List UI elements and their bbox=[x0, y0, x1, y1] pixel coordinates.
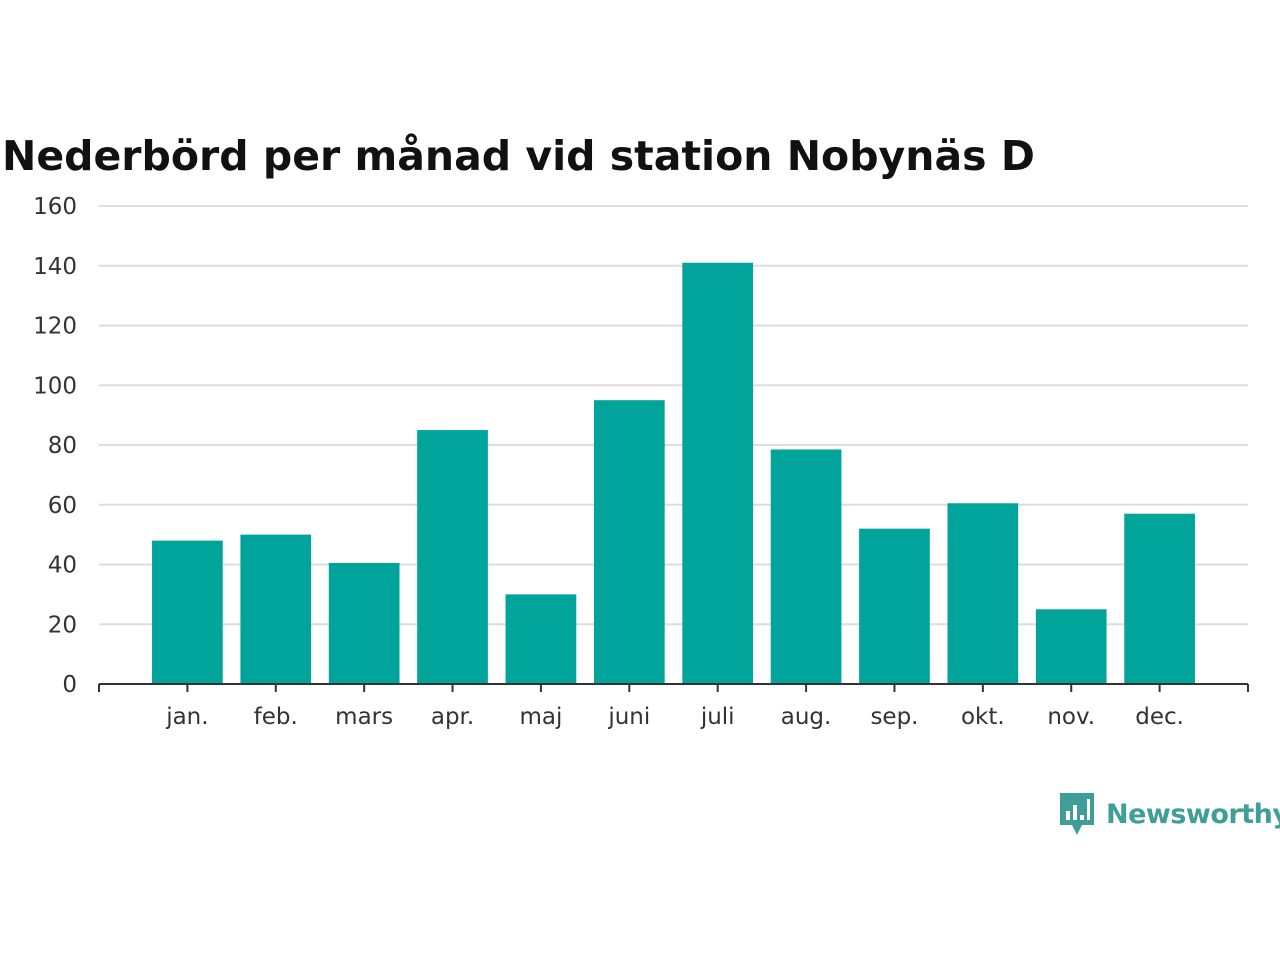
bar bbox=[240, 534, 312, 684]
y-tick-label: 20 bbox=[48, 612, 77, 638]
bar bbox=[505, 594, 577, 684]
brand-logo: Newsworthy bbox=[1058, 790, 1280, 838]
x-tick-label: nov. bbox=[1047, 704, 1095, 730]
bar bbox=[1124, 513, 1195, 684]
bar bbox=[859, 528, 930, 684]
y-tick-labels: 0 20 40 60 80 100 120 140 160 bbox=[33, 194, 77, 698]
x-tick-label: mars bbox=[335, 704, 393, 730]
y-tick-label: 60 bbox=[48, 493, 77, 519]
bar bbox=[328, 563, 400, 684]
x-tick-label: aug. bbox=[781, 704, 832, 730]
x-tick-label: maj bbox=[519, 704, 562, 730]
newsworthy-logo-icon bbox=[1060, 793, 1094, 835]
y-tick-label: 160 bbox=[33, 194, 77, 220]
bar bbox=[682, 262, 754, 684]
x-tick-label: feb. bbox=[254, 704, 298, 730]
y-tick-label: 120 bbox=[33, 314, 77, 340]
bar bbox=[152, 540, 223, 684]
x-tick-label: dec. bbox=[1135, 704, 1184, 730]
bars bbox=[152, 262, 1195, 684]
y-tick-label: 80 bbox=[48, 433, 77, 459]
x-axis bbox=[98, 683, 1249, 692]
y-tick-label: 40 bbox=[48, 553, 77, 579]
bar bbox=[770, 449, 842, 684]
brand-name: Newsworthy bbox=[1106, 798, 1280, 830]
x-tick-label: sep. bbox=[870, 704, 918, 730]
bar bbox=[1035, 609, 1107, 684]
x-tick-label: apr. bbox=[431, 704, 474, 730]
bar bbox=[947, 503, 1019, 684]
x-tick-label: okt. bbox=[961, 704, 1005, 730]
x-tick-label: juni bbox=[607, 704, 650, 730]
x-tick-label: juli bbox=[700, 704, 735, 730]
y-tick-label: 100 bbox=[33, 373, 77, 399]
y-tick-label: 140 bbox=[33, 254, 77, 280]
x-tick-labels: jan. feb. mars apr. maj juni juli aug. sep. okt. n… bbox=[165, 704, 1184, 730]
y-tick-label: 0 bbox=[62, 672, 77, 698]
chart-title: Nederbörd per månad vid station Nobynäs … bbox=[2, 132, 1035, 180]
bar bbox=[417, 430, 488, 684]
bar bbox=[593, 400, 665, 684]
x-tick-label: jan. bbox=[165, 704, 208, 730]
